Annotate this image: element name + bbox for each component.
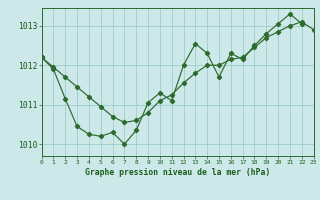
- X-axis label: Graphe pression niveau de la mer (hPa): Graphe pression niveau de la mer (hPa): [85, 168, 270, 177]
